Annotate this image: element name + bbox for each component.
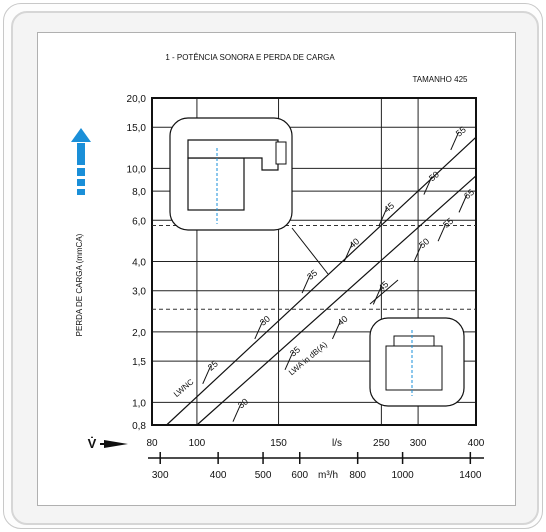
x-tick-label-bottom: 500	[255, 470, 272, 481]
series-line	[166, 136, 477, 426]
sound-level-label: 30	[236, 396, 250, 410]
sound-level-label: 35	[305, 268, 319, 282]
x-tick-label-bottom: 1000	[391, 470, 414, 481]
sound-level-label: 35	[288, 344, 302, 358]
blue-arrow-dash	[77, 168, 85, 176]
x-tick-label-top: 400	[468, 438, 485, 449]
unit-body-top	[187, 157, 245, 211]
sound-level-label: 45	[382, 200, 396, 214]
y-tick-label: 3,0	[132, 287, 146, 298]
blue-up-arrow-icon	[71, 128, 91, 142]
x-tick-label-bottom: 800	[349, 470, 366, 481]
sound-level-label: 50	[417, 236, 431, 250]
isoline-tick	[343, 243, 353, 262]
x-tick-label-bottom: 300	[152, 470, 169, 481]
x-tick-label-bottom: 600	[291, 470, 308, 481]
sound-level-label: 40	[335, 314, 349, 328]
y-tick-label: 15,0	[127, 123, 147, 134]
x-tick-label-top: 300	[410, 438, 427, 449]
y-tick-label: 10,0	[127, 164, 147, 175]
isoline-tick	[232, 403, 242, 422]
sound-level-label: 50	[427, 169, 441, 183]
series-label-lwnc: LWNC	[172, 377, 196, 399]
isoline-tick	[372, 286, 382, 305]
leader-line-bottom	[369, 279, 399, 305]
y-tick-label: 1,5	[132, 357, 146, 368]
sound-level-label: 55	[441, 216, 455, 230]
isoline-tick	[450, 131, 460, 151]
y-tick-label: 4,0	[132, 258, 146, 269]
isoline-tick	[254, 320, 264, 340]
isoline-tick	[301, 274, 311, 294]
x-tick-label-top: 150	[270, 438, 287, 449]
y-tick-label: 0,8	[132, 421, 146, 432]
series-line	[196, 175, 477, 426]
isoline-tick	[413, 243, 423, 262]
unit-duct-top	[187, 139, 279, 171]
sound-level-label: 65	[462, 187, 476, 201]
isoline-tick	[284, 351, 294, 371]
isoline-tick	[437, 222, 447, 242]
unit-cap-bottom	[393, 335, 435, 347]
plot-frame	[151, 97, 477, 426]
chart-paper	[37, 32, 516, 506]
x-unit-bottom: m³/h	[318, 470, 338, 481]
x-tick-label-bottom: 1400	[459, 470, 482, 481]
blue-arrow-dash	[77, 189, 85, 195]
blue-arrow-dash	[77, 179, 85, 186]
unit-body-bottom	[385, 345, 443, 391]
x-tick-label-top: 80	[146, 438, 158, 449]
isoline-tick	[332, 320, 341, 340]
x-unit-top: l/s	[332, 438, 342, 449]
sound-level-label: 55	[454, 125, 468, 139]
y-tick-label: 6,0	[132, 216, 146, 227]
isoline-tick	[378, 207, 388, 226]
y-axis-label: PERDA DE CARGA (mmCA)	[75, 233, 84, 336]
blue-arrow-dash	[77, 143, 85, 165]
y-tick-label: 1,0	[132, 398, 146, 409]
x-tick-label-top: 100	[189, 438, 206, 449]
isoline-tick	[202, 365, 212, 385]
unit-flange-top	[275, 141, 287, 165]
x-tick-label-bottom: 400	[210, 470, 227, 481]
y-tick-label: 20,0	[127, 94, 147, 105]
y-tick-label: 8,0	[132, 187, 146, 198]
x-axis-symbol: V̇	[88, 436, 97, 451]
chart-title: 1 - POTÊNCIA SONORA E PERDA DE CARGA	[165, 53, 335, 62]
sound-level-label: 30	[258, 314, 272, 328]
axis-arrow-icon	[104, 440, 128, 448]
isoline-tick	[458, 194, 468, 213]
leader-line-top	[291, 227, 329, 275]
isoline-tick	[423, 176, 433, 195]
x-tick-label-top: 250	[373, 438, 390, 449]
y-tick-label: 2,0	[132, 328, 146, 339]
chart-subtitle: TAMANHO 425	[413, 75, 469, 84]
sound-level-label: 25	[206, 358, 220, 372]
sound-level-label: 40	[347, 236, 361, 250]
